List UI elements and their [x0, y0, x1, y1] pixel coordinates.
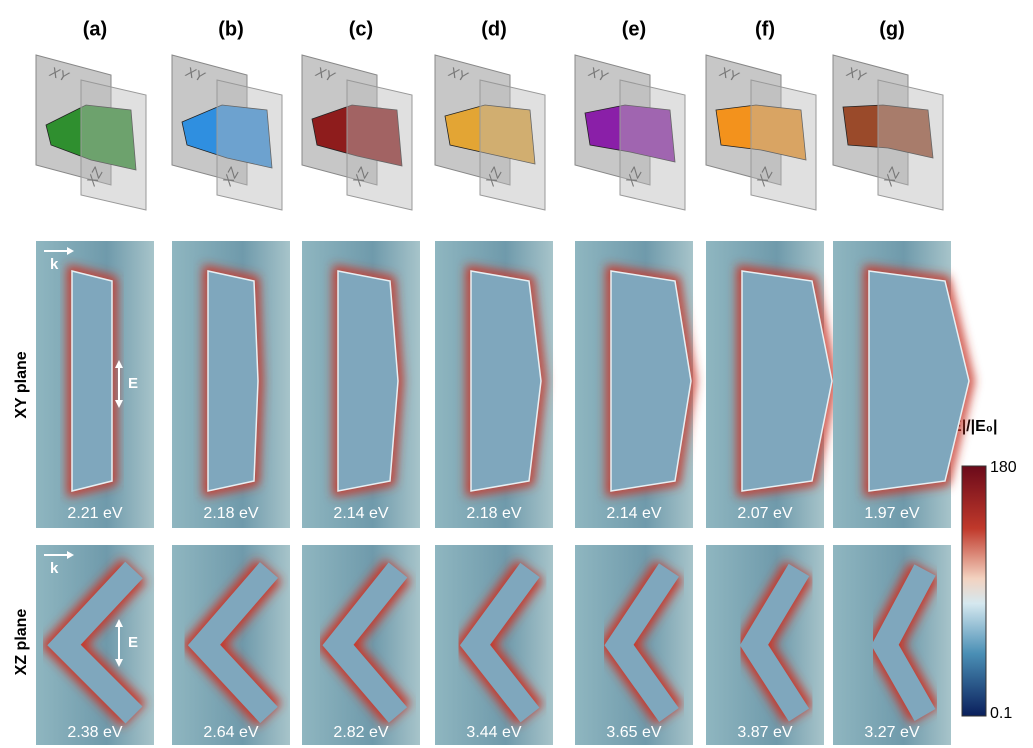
- e-arrowhead: [115, 360, 123, 368]
- e-label: E: [128, 634, 138, 651]
- particle-field: [187, 562, 279, 724]
- energy-label: 2.07 eV: [737, 505, 792, 522]
- column-label: (f): [755, 18, 775, 40]
- xz-plane: [750, 79, 817, 211]
- row-label: XY plane: [13, 351, 30, 418]
- particle-field: [610, 270, 692, 492]
- e-arrowhead: [115, 659, 123, 667]
- plane-label: XY: [717, 63, 743, 85]
- xz-plane: [80, 79, 147, 211]
- particle: [842, 104, 934, 159]
- energy-label: 2.38 eV: [67, 724, 122, 741]
- particle: [311, 104, 403, 167]
- particle-field: [871, 564, 936, 721]
- column-label: (b): [218, 18, 244, 40]
- xz-plane: [346, 79, 413, 211]
- energy-label: 2.64 eV: [203, 724, 258, 741]
- k-arrowhead: [67, 247, 74, 255]
- colorbar-min: 0.1: [990, 705, 1012, 722]
- column-label: (e): [622, 18, 646, 40]
- particle: [444, 104, 536, 165]
- particle-field: [868, 270, 970, 492]
- energy-label: 2.14 eV: [606, 505, 661, 522]
- particle: [715, 104, 807, 161]
- particle-field: [207, 270, 259, 492]
- particle: [45, 104, 137, 171]
- energy-label: 2.18 eV: [203, 505, 258, 522]
- xz-plane: [619, 79, 686, 211]
- energy-label: 2.14 eV: [333, 505, 388, 522]
- xz-plane: [877, 79, 944, 211]
- particle: [181, 104, 273, 169]
- particle-field: [739, 563, 810, 722]
- k-label: k: [50, 560, 59, 577]
- column-label: (g): [879, 18, 905, 40]
- particle-field: [71, 270, 113, 492]
- particle-field: [459, 562, 540, 723]
- energy-label: 2.18 eV: [466, 505, 521, 522]
- k-arrowhead: [67, 551, 74, 559]
- column-label: (c): [349, 18, 373, 40]
- particle-field: [470, 270, 542, 492]
- xz-plane: [216, 79, 283, 211]
- column-label: (d): [481, 18, 507, 40]
- xz-plane: [479, 79, 546, 211]
- row-label: XZ plane: [13, 609, 30, 676]
- plane-label: XY: [446, 63, 472, 85]
- particle: [584, 104, 676, 163]
- e-arrowhead: [115, 400, 123, 408]
- particle-field: [322, 562, 408, 723]
- energy-label: 3.44 eV: [466, 724, 521, 741]
- energy-label: 2.82 eV: [333, 724, 388, 741]
- plane-label: XY: [183, 63, 209, 85]
- e-arrowhead: [115, 619, 123, 627]
- plane-label: XY: [47, 63, 73, 85]
- colorbar: [961, 465, 987, 717]
- particle-field: [47, 561, 143, 724]
- energy-label: 3.65 eV: [606, 724, 661, 741]
- particle-field: [337, 270, 399, 492]
- energy-label: 1.97 eV: [864, 505, 919, 522]
- plane-label: XY: [313, 63, 339, 85]
- plane-label: XY: [844, 63, 870, 85]
- energy-label: 2.21 eV: [67, 505, 122, 522]
- k-label: k: [50, 256, 59, 273]
- e-label: E: [128, 375, 138, 392]
- particle-field: [604, 563, 679, 722]
- particle-field: [741, 270, 833, 492]
- column-label: (a): [83, 18, 107, 40]
- plane-label: XY: [586, 63, 612, 85]
- colorbar-max: 180: [990, 459, 1017, 476]
- energy-label: 3.87 eV: [737, 724, 792, 741]
- energy-label: 3.27 eV: [864, 724, 919, 741]
